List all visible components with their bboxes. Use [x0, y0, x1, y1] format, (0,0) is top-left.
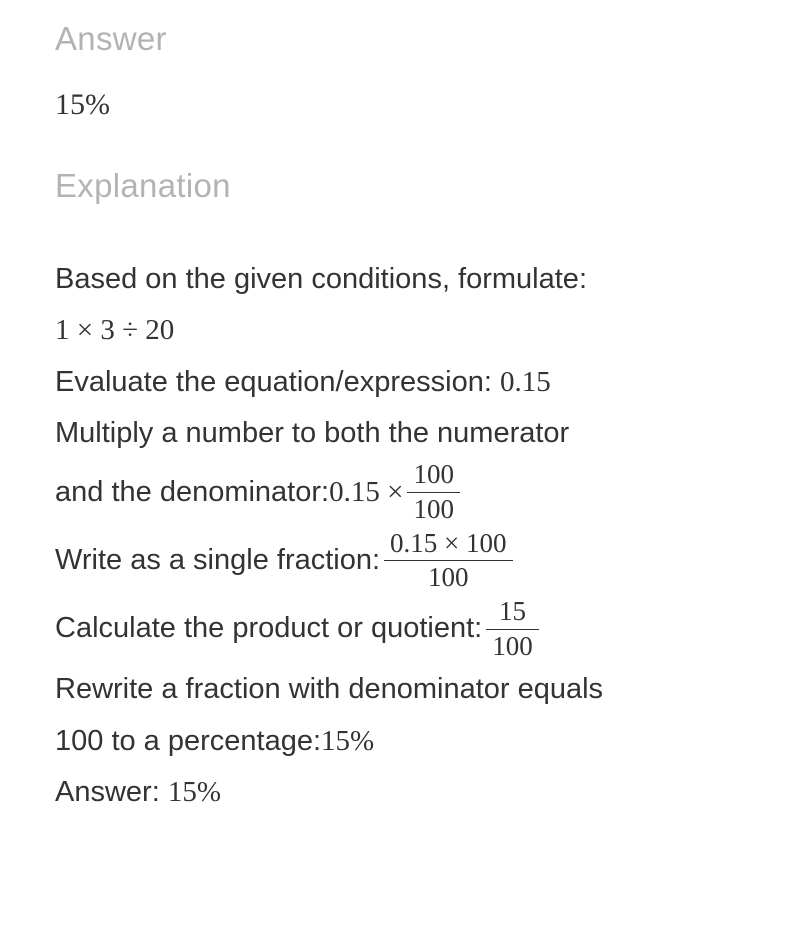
- step3-fraction: 100 100: [407, 460, 460, 524]
- step3-math-pre: 0.15 ×: [329, 468, 403, 517]
- step3-line2-text: and the denominator:: [55, 468, 329, 517]
- answer-heading: Answer: [55, 20, 745, 58]
- final-value: 15%: [168, 776, 221, 808]
- final-label: Answer:: [55, 776, 168, 808]
- step3-frac-num: 100: [407, 460, 460, 492]
- step5: Calculate the product or quotient: 15 10…: [55, 597, 745, 661]
- step2: Evaluate the equation/expression: 0.15: [55, 358, 745, 407]
- step1-math: 1 × 3 ÷ 20: [55, 306, 745, 355]
- step1-text: Based on the given conditions, formulate…: [55, 255, 745, 304]
- step5-fraction: 15 100: [486, 597, 539, 661]
- step4-frac-num: 0.15 × 100: [384, 529, 512, 561]
- step3-frac-den: 100: [407, 492, 460, 525]
- step5-frac-num: 15: [486, 597, 539, 629]
- step4: Write as a single fraction: 0.15 × 100 1…: [55, 529, 745, 593]
- step4-fraction: 0.15 × 100 100: [384, 529, 512, 593]
- step3-line1: Multiply a number to both the numerator: [55, 409, 745, 458]
- answer-value: 15%: [55, 88, 745, 122]
- step3-line2: and the denominator: 0.15 × 100 100: [55, 460, 745, 524]
- step2-text: Evaluate the equation/expression:: [55, 366, 500, 398]
- explanation-body: Based on the given conditions, formulate…: [55, 255, 745, 817]
- step2-math: 0.15: [500, 366, 551, 398]
- step6-math: 15%: [321, 725, 374, 757]
- step6-line1: Rewrite a fraction with denominator equa…: [55, 665, 745, 714]
- step4-text: Write as a single fraction:: [55, 536, 380, 585]
- step4-frac-den: 100: [384, 560, 512, 593]
- step5-frac-den: 100: [486, 629, 539, 662]
- step6-line2-text: 100 to a percentage:: [55, 725, 321, 757]
- step5-text: Calculate the product or quotient:: [55, 604, 482, 653]
- step6-line2: 100 to a percentage:15%: [55, 717, 745, 766]
- final-answer: Answer: 15%: [55, 768, 745, 817]
- explanation-heading: Explanation: [55, 167, 745, 205]
